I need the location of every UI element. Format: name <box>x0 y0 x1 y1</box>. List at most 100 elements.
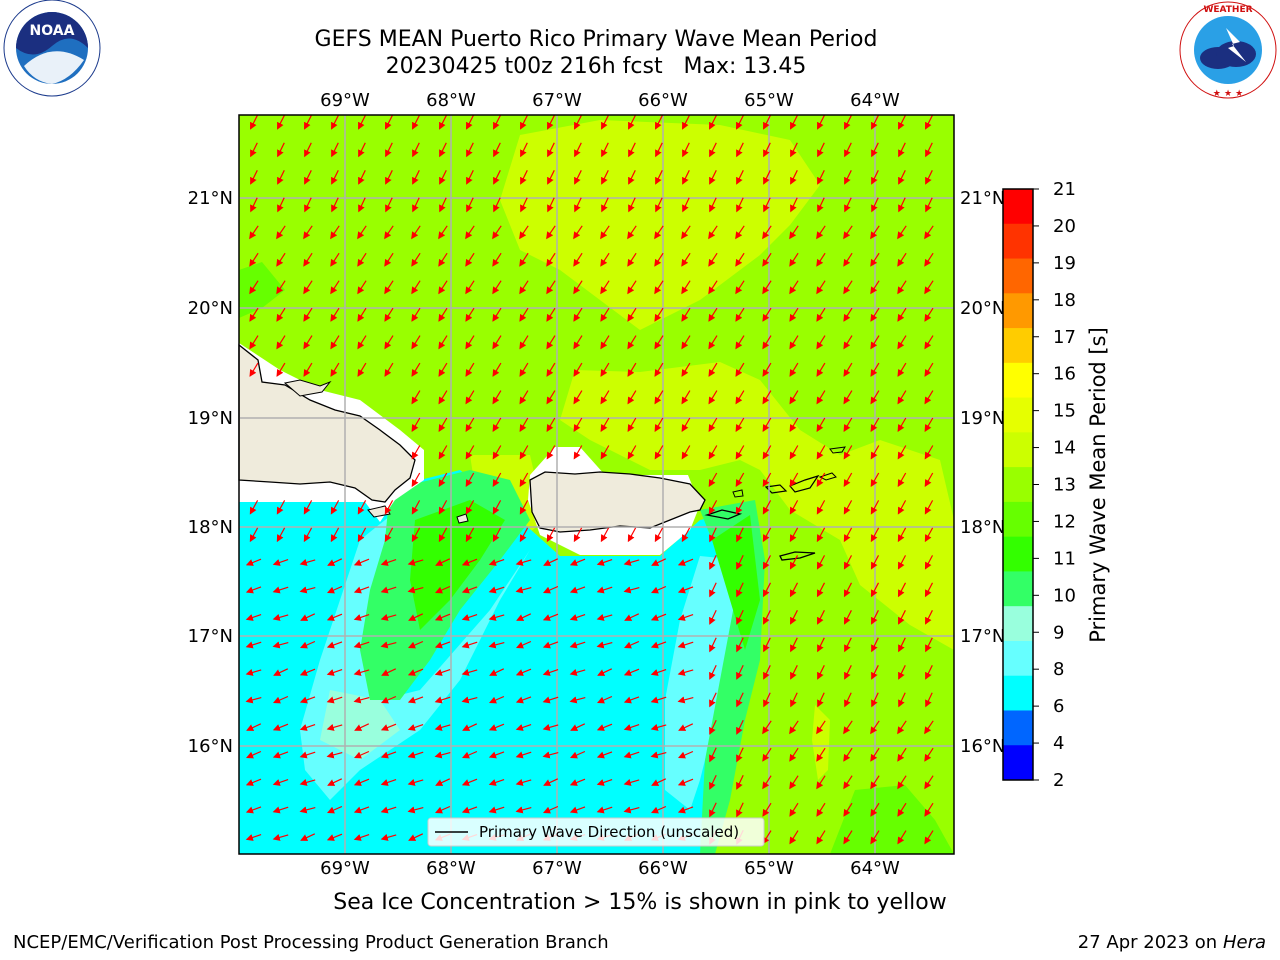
direction-arrow <box>870 280 880 295</box>
direction-arrow <box>569 696 586 704</box>
direction-arrow <box>434 696 451 704</box>
direction-arrow <box>546 307 556 322</box>
direction-arrow <box>924 555 934 570</box>
direction-arrow <box>488 641 505 649</box>
direction-arrow <box>327 558 343 566</box>
direction-arrow <box>358 142 366 158</box>
direction-arrow <box>438 335 448 350</box>
colorbar-swatch <box>1003 258 1033 294</box>
direction-arrow <box>924 500 934 515</box>
colorbar-swatch <box>1003 710 1033 746</box>
direction-arrow <box>623 558 640 566</box>
direction-arrow <box>789 775 799 790</box>
direction-arrow <box>277 197 285 213</box>
direction-arrow <box>461 614 478 621</box>
direction-arrow <box>272 833 289 841</box>
direction-arrow <box>569 750 586 759</box>
direction-arrow <box>407 640 424 649</box>
direction-arrow <box>871 197 879 213</box>
direction-arrow <box>736 664 744 680</box>
direction-arrow <box>736 582 744 598</box>
direction-arrow <box>384 225 394 240</box>
footer-branch: NCEP/EMC/Verification Post Processing Pr… <box>13 932 609 953</box>
direction-arrow <box>816 390 826 405</box>
direction-arrow <box>789 225 799 240</box>
direction-arrow <box>515 724 532 731</box>
direction-arrow <box>277 170 285 185</box>
lon-label-bottom: 66°W <box>638 858 688 879</box>
direction-arrow <box>435 558 451 566</box>
direction-arrow <box>408 613 424 621</box>
direction-arrow <box>434 669 451 676</box>
direction-arrow <box>600 225 610 240</box>
direction-arrow <box>596 779 613 786</box>
direction-arrow <box>411 307 421 322</box>
direction-arrow <box>870 362 880 377</box>
direction-arrow <box>736 747 744 763</box>
direction-arrow <box>925 665 933 680</box>
direction-arrow <box>817 142 825 158</box>
direction-arrow <box>381 668 397 676</box>
direction-arrow <box>870 582 880 598</box>
direction-arrow <box>384 280 394 295</box>
direction-arrow <box>466 197 474 213</box>
direction-arrow <box>250 197 258 213</box>
direction-arrow <box>655 115 663 130</box>
colorbar-tick-label: 6 <box>1053 696 1064 717</box>
direction-arrow <box>385 170 393 185</box>
direction-arrow <box>816 747 826 762</box>
colorbar-tick-label: 8 <box>1053 659 1064 680</box>
direction-arrow <box>844 692 852 708</box>
direction-arrow <box>326 751 343 759</box>
colorbar-swatch <box>1003 223 1033 260</box>
direction-arrow <box>843 527 853 543</box>
direction-arrow <box>407 751 424 759</box>
direction-arrow <box>627 417 637 433</box>
direction-arrow <box>898 142 906 158</box>
direction-arrow <box>519 472 529 488</box>
colorbar-swatch <box>1003 328 1033 364</box>
direction-arrow <box>924 390 934 405</box>
colorbar-swatch <box>1003 501 1033 538</box>
direction-arrow <box>326 696 343 704</box>
direction-arrow <box>353 668 370 676</box>
direction-arrow <box>654 280 664 295</box>
lat-label-right: 19°N <box>960 408 1005 429</box>
direction-arrow <box>438 445 448 460</box>
direction-arrow <box>492 307 502 322</box>
direction-arrow <box>569 558 586 566</box>
direction-arrow <box>925 637 933 653</box>
colorbar-swatch <box>1003 397 1033 433</box>
lat-label-right: 20°N <box>960 298 1005 319</box>
direction-arrow <box>407 778 424 786</box>
direction-arrow <box>384 500 394 515</box>
direction-arrow <box>735 307 745 322</box>
direction-arrow <box>681 280 691 295</box>
footer-date-text: 27 Apr 2023 on <box>1077 932 1223 953</box>
direction-arrow <box>677 558 694 566</box>
direction-arrow <box>870 747 880 762</box>
direction-arrow <box>249 362 259 377</box>
direction-arrow <box>924 252 934 267</box>
direction-arrow <box>655 170 663 185</box>
direction-arrow <box>245 778 262 786</box>
direction-arrow <box>543 558 559 566</box>
direction-arrow <box>628 170 636 185</box>
direction-arrow <box>708 500 718 515</box>
direction-arrow <box>763 170 771 185</box>
lat-label-left: 19°N <box>188 408 233 429</box>
direction-arrow <box>354 723 370 731</box>
direction-arrow <box>897 417 907 433</box>
lon-label-top: 64°W <box>850 90 900 111</box>
direction-arrow <box>326 585 343 594</box>
direction-arrow <box>515 640 532 649</box>
direction-arrow <box>789 362 799 377</box>
direction-arrow <box>627 307 637 322</box>
direction-arrow <box>924 582 934 598</box>
direction-arrow <box>384 252 394 267</box>
direction-arrow <box>434 641 451 649</box>
direction-arrow <box>844 170 852 185</box>
direction-arrow <box>623 724 640 731</box>
direction-arrow <box>681 335 691 350</box>
direction-arrow <box>709 554 717 570</box>
